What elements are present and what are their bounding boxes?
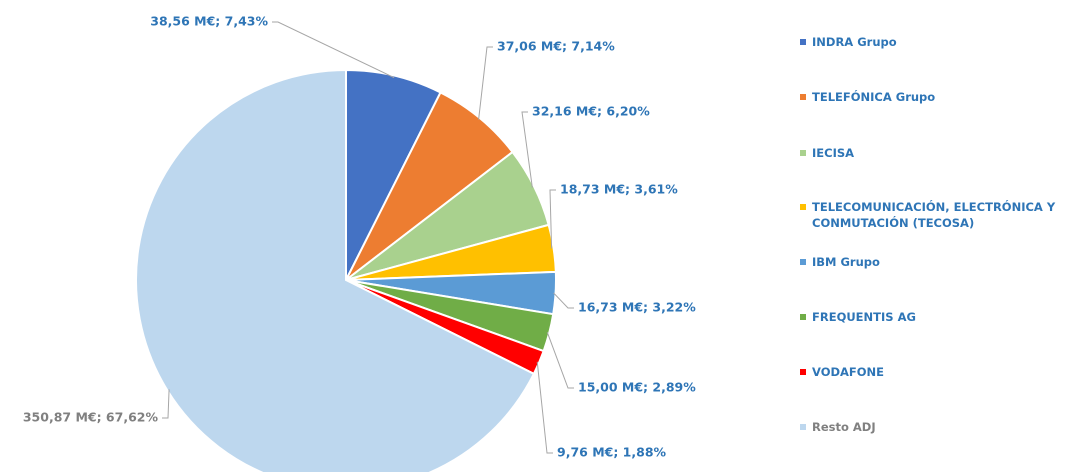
data-label: 32,16 M€; 6,20% [532, 104, 650, 119]
pie-slice [345, 68, 442, 281]
data-label: 350,87 M€; 67,62% [23, 410, 159, 425]
legend-label: IBM Grupo [812, 255, 880, 269]
legend-item: IBM Grupo [800, 254, 1070, 270]
data-label: 15,00 M€; 2,89% [578, 380, 696, 395]
leader-line [521, 111, 533, 188]
legend-item: TELEFÓNICA Grupo [800, 89, 1070, 105]
legend-item: FREQUENTIS AG [800, 309, 1070, 325]
data-label: 38,56 M€; 7,43% [150, 14, 268, 29]
legend-swatch [800, 259, 806, 265]
data-label: 9,76 M€; 1,88% [557, 445, 667, 460]
legend-label: TELEFÓNICA Grupo [812, 90, 936, 104]
legend-swatch [800, 314, 806, 320]
pie-slice [135, 68, 536, 472]
leader-line [162, 389, 170, 419]
legend-swatch [800, 150, 806, 156]
legend-swatch [800, 94, 806, 100]
leader-line [272, 21, 395, 79]
legend-label: IECISA [812, 146, 855, 160]
legend-label: TELECOMUNICACIÓN, ELECTRÓNICA Y CONMUTAC… [812, 200, 1056, 230]
leader-line [553, 292, 574, 309]
legend-label: FREQUENTIS AG [812, 310, 916, 324]
leader-line [546, 332, 574, 389]
legend-item: VODAFONE [800, 364, 1070, 380]
legend-label: Resto ADJ [812, 420, 876, 434]
data-label: 16,73 M€; 3,22% [578, 300, 696, 315]
legend-item: INDRA Grupo [800, 34, 1070, 50]
legend-item: IECISA [800, 145, 1070, 161]
data-label: 37,06 M€; 7,14% [497, 39, 615, 54]
legend-swatch [800, 39, 806, 45]
leader-line [549, 189, 556, 249]
legend-item: TELECOMUNICACIÓN, ELECTRÓNICA Y CONMUTAC… [800, 199, 1070, 231]
data-label: 18,73 M€; 3,61% [560, 182, 678, 197]
leader-line [536, 361, 553, 454]
legend-item: Resto ADJ [800, 419, 1070, 435]
legend-swatch [800, 424, 806, 430]
legend-swatch [800, 204, 806, 210]
legend-label: INDRA Grupo [812, 35, 897, 49]
leader-line [478, 46, 493, 120]
legend-swatch [800, 369, 806, 375]
legend-label: VODAFONE [812, 365, 885, 379]
